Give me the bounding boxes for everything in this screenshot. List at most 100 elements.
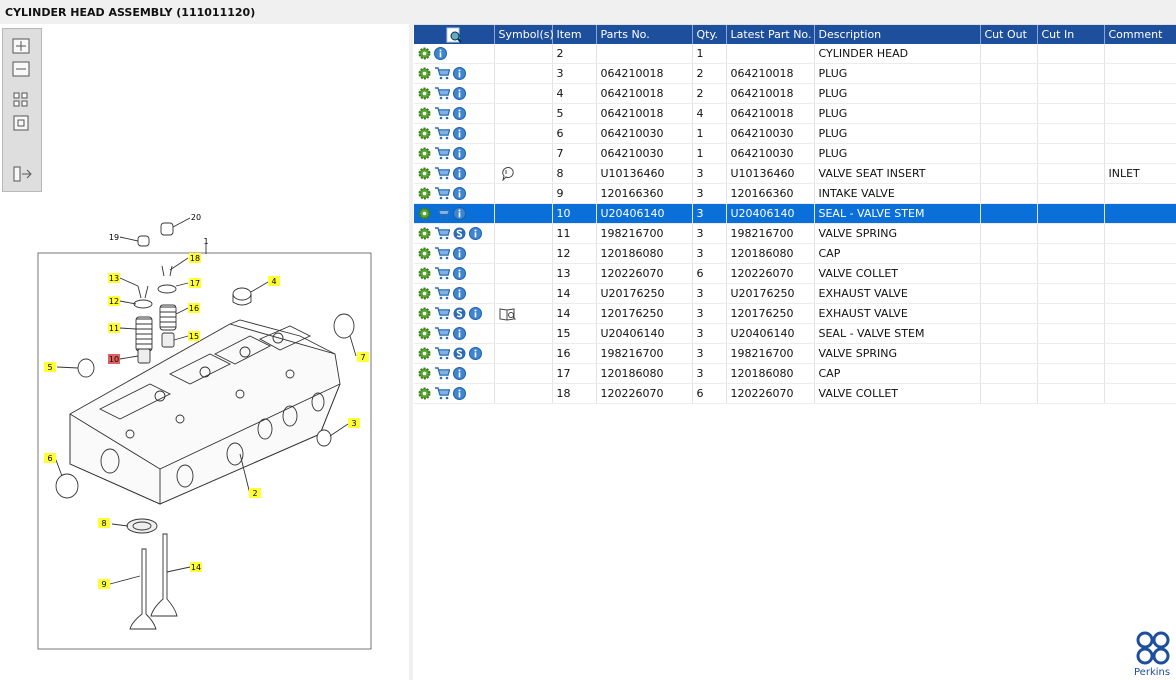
- symbol-icon[interactable]: [499, 166, 515, 182]
- table-row[interactable]: 13 120226070 6 120226070 VALVE COLLET: [414, 263, 1176, 284]
- table-row[interactable]: 14 120176250 3 120176250 EXHAUST VALVE: [414, 303, 1176, 324]
- row-icon[interactable]: [434, 207, 451, 220]
- table-row[interactable]: 11 198216700 3 198216700 VALVE SPRING: [414, 223, 1176, 244]
- row-icon[interactable]: [434, 247, 451, 260]
- row-icon[interactable]: [434, 87, 451, 100]
- row-icon[interactable]: [434, 387, 451, 400]
- cell-cut-out: [980, 103, 1038, 124]
- row-icon[interactable]: [469, 347, 482, 361]
- row-icon[interactable]: [434, 287, 451, 300]
- table-row[interactable]: 2 1 CYLINDER HEAD: [414, 44, 1176, 64]
- column-header[interactable]: Symbol(s): [494, 25, 554, 44]
- row-icon[interactable]: [434, 147, 451, 160]
- table-row[interactable]: 18 120226070 6 120226070 VALVE COLLET: [414, 383, 1176, 404]
- row-icon[interactable]: [453, 387, 466, 401]
- row-icon[interactable]: [434, 187, 451, 200]
- symbol-cell: [494, 63, 553, 84]
- row-icon[interactable]: [453, 227, 466, 240]
- row-icon[interactable]: [418, 107, 431, 120]
- row-icon[interactable]: [418, 187, 431, 200]
- row-icon[interactable]: [418, 307, 431, 320]
- table-row[interactable]: 6 064210030 1 064210030 PLUG: [414, 123, 1176, 144]
- row-icon[interactable]: [418, 47, 431, 60]
- table-row[interactable]: 8 U10136460 3 U10136460 VALVE SEAT INSERT INL…: [414, 163, 1176, 184]
- column-header[interactable]: Latest Part No.: [726, 25, 815, 44]
- column-header-icons[interactable]: [414, 25, 495, 44]
- row-icon[interactable]: [418, 127, 431, 140]
- row-icon[interactable]: [418, 367, 431, 380]
- row-icon[interactable]: [418, 207, 431, 220]
- table-row[interactable]: 9 120166360 3 120166360 INTAKE VALVE: [414, 183, 1176, 204]
- row-icon[interactable]: [453, 187, 466, 201]
- column-header[interactable]: Item: [552, 25, 597, 44]
- symbol-cell: [494, 263, 553, 284]
- callout-label: 13: [109, 274, 119, 283]
- row-icon[interactable]: [434, 167, 451, 180]
- row-icons: [414, 283, 495, 304]
- row-icon[interactable]: [418, 227, 431, 240]
- row-icon[interactable]: [469, 227, 482, 241]
- row-icon[interactable]: [418, 267, 431, 280]
- row-icon[interactable]: [418, 167, 431, 180]
- row-icon[interactable]: [453, 287, 466, 301]
- row-icon[interactable]: [453, 327, 466, 341]
- callout-box: [190, 562, 202, 572]
- symbol-icon[interactable]: [499, 307, 517, 321]
- row-icon[interactable]: [418, 67, 431, 80]
- column-header[interactable]: Comment: [1104, 25, 1176, 44]
- row-icon[interactable]: [469, 307, 482, 321]
- row-icon[interactable]: [453, 147, 466, 161]
- row-icon[interactable]: [418, 387, 431, 400]
- row-icon[interactable]: [453, 267, 466, 281]
- row-icon[interactable]: [453, 307, 466, 320]
- table-row[interactable]: 15 U20406140 3 U20406140 SEAL - VALVE STEM: [414, 323, 1176, 344]
- row-icon[interactable]: [434, 307, 451, 320]
- row-icon[interactable]: [434, 367, 451, 380]
- row-icon[interactable]: [434, 127, 451, 140]
- row-icon[interactable]: [434, 227, 451, 240]
- row-icon[interactable]: [418, 247, 431, 260]
- row-icon[interactable]: [453, 167, 466, 181]
- row-icon[interactable]: [418, 347, 431, 360]
- row-icon[interactable]: [434, 67, 451, 80]
- cell-cut-out: [980, 303, 1038, 324]
- column-header[interactable]: Parts No.: [596, 25, 693, 44]
- table-row[interactable]: 7 064210030 1 064210030 PLUG: [414, 143, 1176, 164]
- table-row[interactable]: 10 U20406140 3 U20406140 SEAL - VALVE STEM: [414, 203, 1176, 224]
- column-header[interactable]: Cut Out: [980, 25, 1038, 44]
- row-icon[interactable]: [453, 347, 466, 360]
- table-row[interactable]: 3 064210018 2 064210018 PLUG: [414, 63, 1176, 84]
- table-row[interactable]: 16 198216700 3 198216700 VALVE SPRING: [414, 343, 1176, 364]
- column-header[interactable]: Qty.: [692, 25, 727, 44]
- table-row[interactable]: 17 120186080 3 120186080 CAP: [414, 363, 1176, 384]
- fit-button[interactable]: [13, 92, 20, 99]
- row-icon[interactable]: [453, 87, 466, 101]
- panel-toggle-button[interactable]: [13, 166, 21, 182]
- row-icon[interactable]: [418, 287, 431, 300]
- row-icon[interactable]: [418, 87, 431, 100]
- row-icon[interactable]: [453, 107, 466, 121]
- table-row[interactable]: 12 120186080 3 120186080 CAP: [414, 243, 1176, 264]
- cell-comment: [1104, 63, 1176, 84]
- callout-label: 11: [109, 324, 119, 333]
- row-icon[interactable]: [453, 367, 466, 381]
- row-icon[interactable]: [418, 147, 431, 160]
- row-icon[interactable]: [434, 347, 451, 360]
- table-row[interactable]: 5 064210018 4 064210018 PLUG: [414, 103, 1176, 124]
- row-icon[interactable]: [434, 47, 447, 61]
- column-header[interactable]: Description: [814, 25, 981, 44]
- row-icon[interactable]: [434, 267, 451, 280]
- column-header[interactable]: Cut In: [1037, 25, 1105, 44]
- table-row[interactable]: 4 064210018 2 064210018 PLUG: [414, 83, 1176, 104]
- row-icon[interactable]: [434, 327, 451, 340]
- row-icon[interactable]: [453, 247, 466, 261]
- table-row[interactable]: 14 U20176250 3 U20176250 EXHAUST VALVE: [414, 283, 1176, 304]
- row-icon[interactable]: [434, 107, 451, 120]
- row-icon[interactable]: [418, 327, 431, 340]
- splitter[interactable]: [409, 24, 413, 680]
- row-icon[interactable]: [453, 207, 466, 221]
- cell-latest: 064210018: [726, 103, 815, 124]
- row-icon[interactable]: [453, 67, 466, 81]
- callout-label: 4: [271, 277, 276, 286]
- row-icon[interactable]: [453, 127, 466, 141]
